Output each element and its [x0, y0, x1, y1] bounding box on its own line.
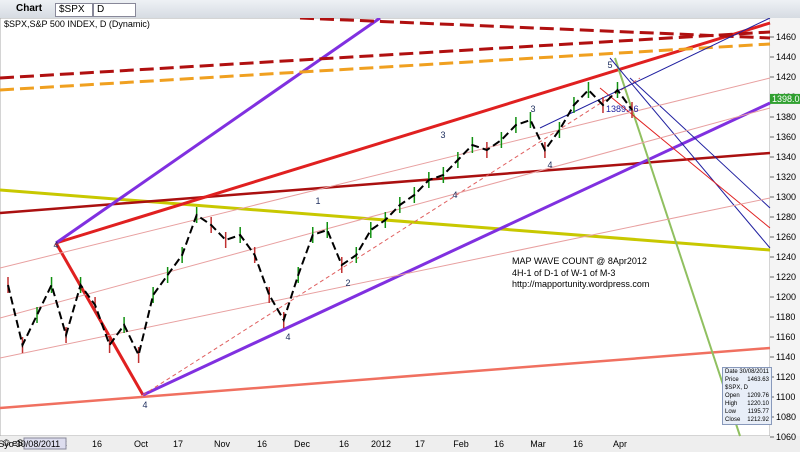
price-line [7, 88, 633, 358]
y-tick-label: 1080 [776, 412, 796, 422]
annotation-title: MAP WAVE COUNT @ 8Apr2012 [512, 256, 647, 266]
x-tick-label: Apr [613, 439, 627, 449]
info-cell: Low [725, 409, 737, 415]
x-tick-label: Dec [294, 439, 311, 449]
y-tick-label: 1300 [776, 192, 796, 202]
info-row: Date 30/08/2011 [723, 368, 771, 376]
y-tick-label: 1240 [776, 252, 796, 262]
info-row: Low 1195.77 [723, 408, 771, 416]
y-tick-label: 1120 [776, 372, 795, 382]
x-tick-label: 16 [92, 439, 102, 449]
x-tick-label: 17 [173, 439, 183, 449]
wave-label: 4 [547, 160, 552, 170]
y-tick-label: 1280 [776, 212, 796, 222]
y-tick-label: 1100 [776, 392, 795, 402]
wave-label: 3 [530, 104, 535, 114]
y-tick-label: 1380 [776, 112, 796, 122]
info-cell: 1212.92 [747, 417, 769, 423]
annotation-url: http://mapportunity.wordpress.com [512, 279, 649, 289]
x-tick-label: Nov [214, 439, 231, 449]
info-cell: 1220.10 [747, 401, 769, 407]
x-tick-label: 30/08/2011 [16, 439, 60, 449]
info-cell: 1195.77 [747, 409, 769, 415]
wave-label: 4 [142, 400, 147, 410]
info-cell: Close [725, 417, 741, 423]
x-tick-label: Feb [453, 439, 469, 449]
wave-label: 2 [345, 278, 350, 288]
y-tick-label: 1180 [776, 312, 795, 322]
info-cell: 1209.76 [747, 393, 769, 399]
info-box: Date 30/08/2011 Price 1463.63 $SPX, D Open 120… [722, 367, 772, 425]
chart: $SPX,S&P 500 INDEX, D (Dynamic) MAP WAVE… [0, 18, 800, 452]
toolbar-title: Chart [16, 3, 43, 14]
x-tick-label: 17 [415, 439, 425, 449]
y-tick-label: 1220 [776, 272, 796, 282]
info-row: High 1220.10 [723, 400, 771, 408]
y-tick-label: 1060 [776, 432, 796, 442]
wave-label: 5 [607, 60, 612, 70]
wave-label: 3 [440, 130, 445, 140]
y-tick-label: 1260 [776, 232, 796, 242]
wave-label: 4 [452, 190, 457, 200]
x-tick-label: 2012 [371, 439, 391, 449]
wave-label: 4 [53, 240, 58, 250]
symbol-input[interactable]: $SPX [55, 3, 93, 17]
info-cell: 1463.63 [747, 377, 769, 383]
wave-label: 1 [315, 196, 320, 206]
info-row: $SPX, D [723, 384, 771, 392]
info-cell: 30/08/2011 [739, 369, 769, 375]
info-row: Price 1463.63 [723, 376, 771, 384]
info-cell: Open [725, 393, 740, 399]
annotation-level: 1389.46 [606, 104, 639, 114]
date-highlight [23, 437, 67, 450]
toolbar: Chart $SPX D [0, 0, 800, 19]
x-tick-label: 16 [494, 439, 504, 449]
x-tick-label: 16 [573, 439, 583, 449]
annotation-subtitle: 4H-1 of D-1 of W-1 of M-3 [512, 268, 615, 278]
y-tick-label: 1440 [776, 52, 796, 62]
info-cell: Price [725, 377, 739, 383]
info-cell: $SPX, D [725, 385, 749, 391]
chart-header: $SPX,S&P 500 INDEX, D (Dynamic) [4, 19, 150, 29]
last-price-label: 1398.08 [772, 94, 800, 104]
info-cell: Date [725, 369, 738, 375]
y-tick-label: 1360 [776, 132, 796, 142]
interval-input[interactable]: D [93, 3, 136, 17]
x-tick-label: 16 [257, 439, 267, 449]
x-tick-label: Mar [530, 439, 546, 449]
y-tick-label: 1340 [776, 152, 796, 162]
y-tick-label: 1460 [776, 32, 796, 42]
info-row: Open 1209.76 [723, 392, 771, 400]
last-price-tag [770, 93, 800, 104]
y-tick-label: 1320 [776, 172, 796, 182]
y-tick-label: 1420 [776, 72, 796, 82]
info-cell: High [725, 401, 738, 407]
info-row: Close 1212.92 [723, 416, 771, 424]
x-tick-label: 16 [339, 439, 349, 449]
y-tick-label: 1140 [776, 352, 795, 362]
x-tick-label: Oct [134, 439, 149, 449]
x-tick-label: Syo [0, 439, 14, 449]
wave-label: 4 [285, 332, 290, 342]
y-tick-label: 1200 [776, 292, 796, 302]
y-tick-label: 1160 [776, 332, 795, 342]
